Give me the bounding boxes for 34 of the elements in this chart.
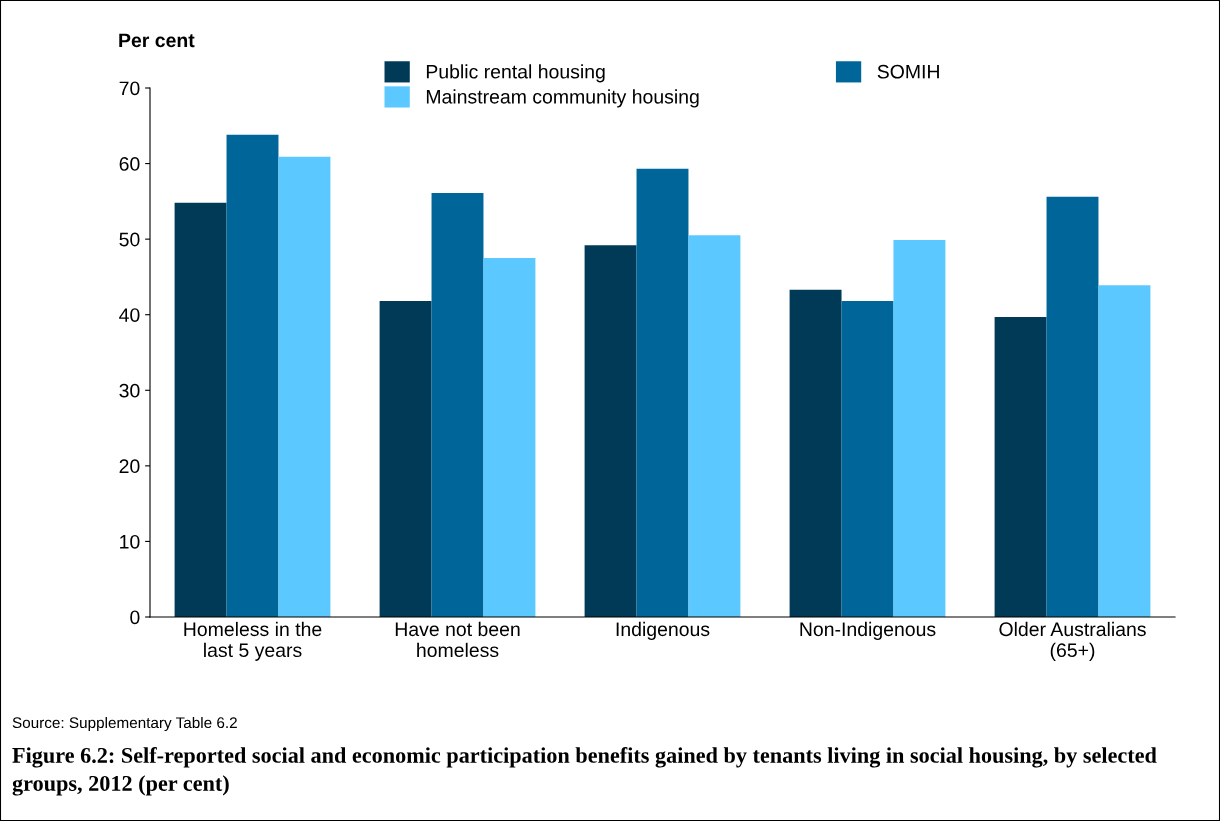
source-note: Source: Supplementary Table 6.2 — [12, 716, 237, 732]
legend-label: Mainstream community housing — [426, 89, 699, 108]
bar — [174, 202, 227, 617]
y-tick-label: 0 — [130, 610, 140, 625]
bar — [994, 316, 1047, 617]
legend-label: SOMIH — [877, 64, 939, 79]
x-tick-label: Homeless in the last 5 years — [184, 621, 322, 661]
bar — [226, 134, 279, 617]
x-tick-label: Indigenous — [616, 621, 710, 640]
x-tick-label: Non-Indigenous — [800, 621, 936, 640]
bar — [584, 245, 637, 617]
x-tick-label: Older Australians (65+) — [999, 621, 1146, 661]
bar — [841, 301, 894, 617]
legend-label: Public rental housing — [426, 64, 605, 83]
y-tick-label: 20 — [119, 459, 140, 474]
y-tick-label: 50 — [119, 232, 140, 247]
bar — [431, 193, 484, 617]
y-axis-title: Per cent — [119, 33, 195, 48]
bar — [1046, 196, 1099, 617]
y-tick-label: 70 — [119, 81, 140, 96]
y-tick-label: 40 — [119, 308, 140, 322]
y-tick-label: 10 — [120, 534, 140, 549]
bar — [379, 301, 432, 617]
x-tick-label: Have not been homeless — [395, 621, 520, 658]
text: Figure 6.2: Self-reported social and economic participation benefits gained by tenants living in social housing, by selected groups, 2012 (per cent) — [12, 747, 1157, 796]
bar — [483, 258, 536, 617]
bar — [688, 235, 741, 617]
bar — [789, 289, 842, 617]
bar — [636, 168, 689, 617]
y-tick-label: 60 — [119, 157, 140, 171]
bar — [278, 156, 331, 617]
bar — [893, 239, 946, 617]
bar — [1098, 285, 1151, 617]
y-tick-label: 30 — [119, 383, 140, 398]
